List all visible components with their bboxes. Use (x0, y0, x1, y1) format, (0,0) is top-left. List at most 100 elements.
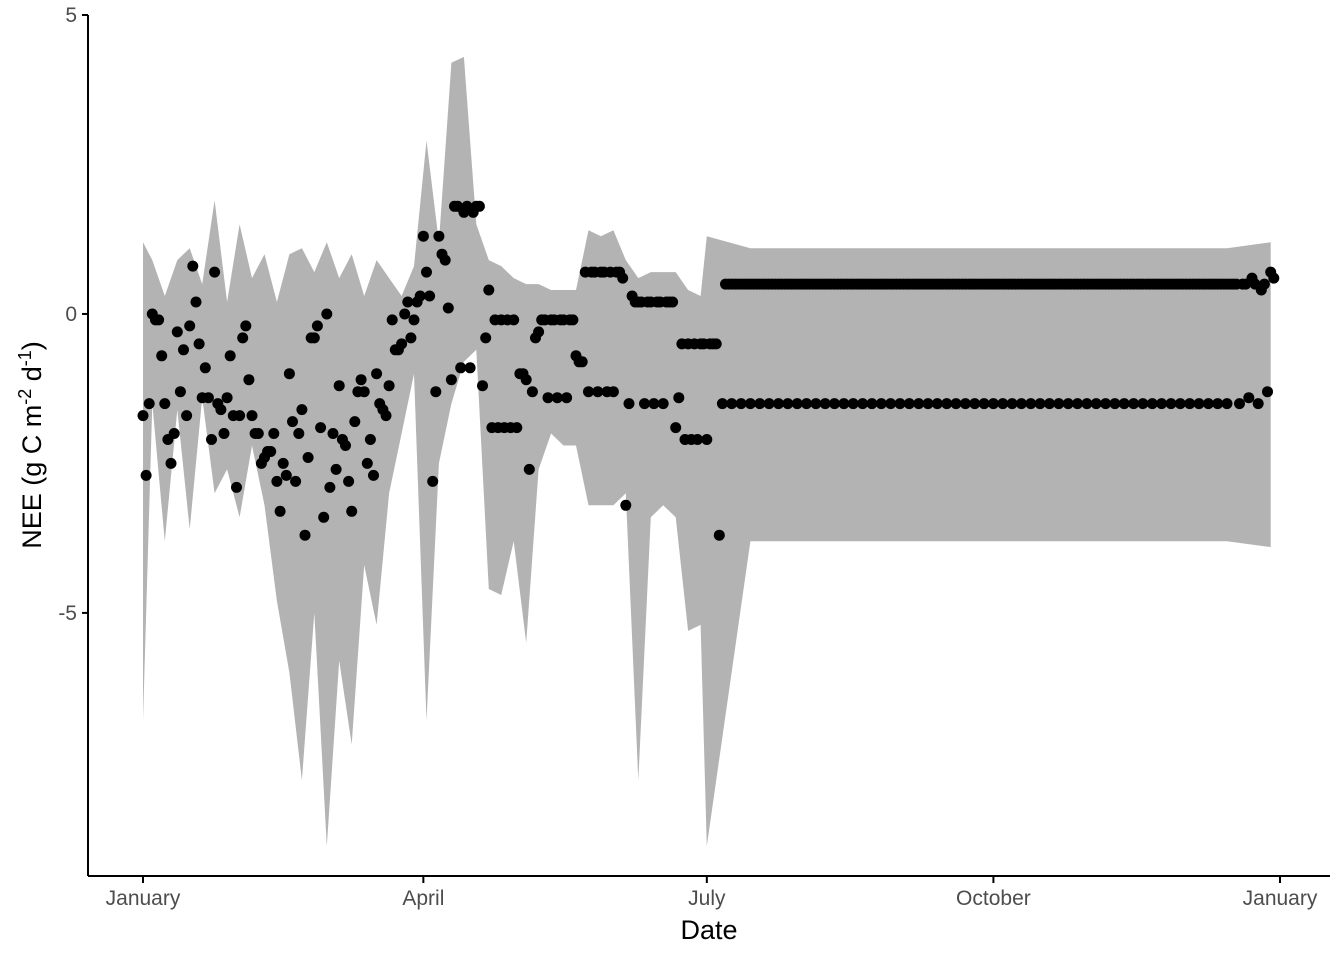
data-point (246, 410, 258, 422)
data-point (894, 398, 906, 410)
data-point (199, 362, 211, 374)
data-point (1165, 398, 1177, 410)
data-point (716, 398, 728, 410)
data-point (209, 266, 221, 278)
y-axis-title-main: NEE (g C m (17, 405, 47, 549)
data-point (713, 529, 725, 541)
data-point (801, 398, 812, 410)
y-axis-title: NEE (g C m-2 d-1) (15, 341, 47, 549)
data-point (333, 380, 345, 392)
data-point (1137, 398, 1149, 410)
data-point (1193, 398, 1205, 410)
data-point (221, 392, 233, 404)
data-point (473, 200, 485, 212)
y-axis-title-exponent-time: -1 (15, 350, 35, 366)
data-point (427, 475, 439, 487)
data-point (424, 290, 436, 302)
data-point (1006, 398, 1018, 410)
data-point (433, 230, 445, 242)
data-point (402, 296, 414, 308)
data-point (308, 332, 320, 344)
data-point (417, 230, 429, 242)
data-point (1062, 398, 1074, 410)
data-point (941, 398, 953, 410)
data-point (445, 374, 457, 386)
data-point (866, 398, 878, 410)
data-point (1100, 398, 1112, 410)
data-point (617, 272, 629, 284)
data-point (171, 326, 183, 338)
data-point (1034, 398, 1046, 410)
data-point (1118, 398, 1130, 410)
data-point (408, 314, 420, 326)
data-point (508, 314, 520, 326)
data-point (274, 505, 286, 517)
data-point (137, 410, 149, 422)
y-axis-ticks: 5 0 -5 (58, 4, 88, 625)
data-point (271, 475, 283, 487)
data-point (293, 428, 305, 439)
data-point (414, 290, 426, 302)
data-point (607, 386, 619, 398)
data-point (330, 463, 342, 475)
data-point (168, 428, 180, 439)
y-axis-title-close: ) (17, 341, 47, 350)
data-point (380, 410, 392, 422)
data-point (349, 416, 361, 428)
data-point (1268, 272, 1280, 284)
data-point (1258, 278, 1270, 290)
data-point (583, 386, 594, 398)
y-axis-title-mid: d (17, 366, 47, 389)
data-point (735, 398, 747, 410)
data-point (315, 422, 327, 434)
data-point (311, 320, 323, 332)
data-point (184, 320, 196, 332)
data-point (701, 434, 713, 445)
x-tick-label: January (1243, 887, 1318, 910)
data-point (364, 434, 376, 445)
data-point (187, 260, 199, 272)
x-tick-label: April (402, 887, 444, 910)
data-point (692, 434, 703, 445)
data-point (386, 314, 398, 326)
data-point (252, 428, 264, 439)
data-point (277, 457, 289, 469)
y-axis-title-exponent-area: -2 (15, 389, 35, 405)
data-point (1221, 398, 1233, 410)
data-point (978, 398, 990, 410)
data-point (782, 398, 794, 410)
data-point (997, 398, 1009, 410)
data-point (343, 475, 355, 487)
data-point (396, 338, 408, 350)
data-point (405, 332, 417, 344)
data-point (480, 332, 492, 344)
data-point (383, 380, 395, 392)
data-point (754, 398, 766, 410)
data-point (592, 386, 604, 398)
data-point (430, 386, 442, 398)
data-point (368, 469, 379, 481)
data-point (959, 398, 971, 410)
x-tick-label: July (688, 887, 726, 910)
data-point (561, 392, 573, 404)
data-point (1227, 278, 1239, 290)
data-point (773, 398, 784, 410)
data-point (542, 392, 554, 404)
data-point (464, 362, 476, 374)
data-point (340, 440, 351, 451)
data-point (215, 404, 227, 416)
data-point (819, 398, 831, 410)
data-point (511, 422, 523, 434)
data-point (299, 529, 311, 541)
x-axis-ticks: January April July October January (106, 876, 1318, 910)
data-point (237, 332, 249, 344)
data-point (710, 338, 722, 350)
data-point (181, 410, 193, 422)
data-point (1015, 398, 1027, 410)
data-point (885, 398, 897, 410)
data-point (875, 398, 887, 410)
data-point (620, 499, 632, 511)
y-tick-label: 5 (65, 4, 77, 27)
data-point (439, 254, 451, 266)
